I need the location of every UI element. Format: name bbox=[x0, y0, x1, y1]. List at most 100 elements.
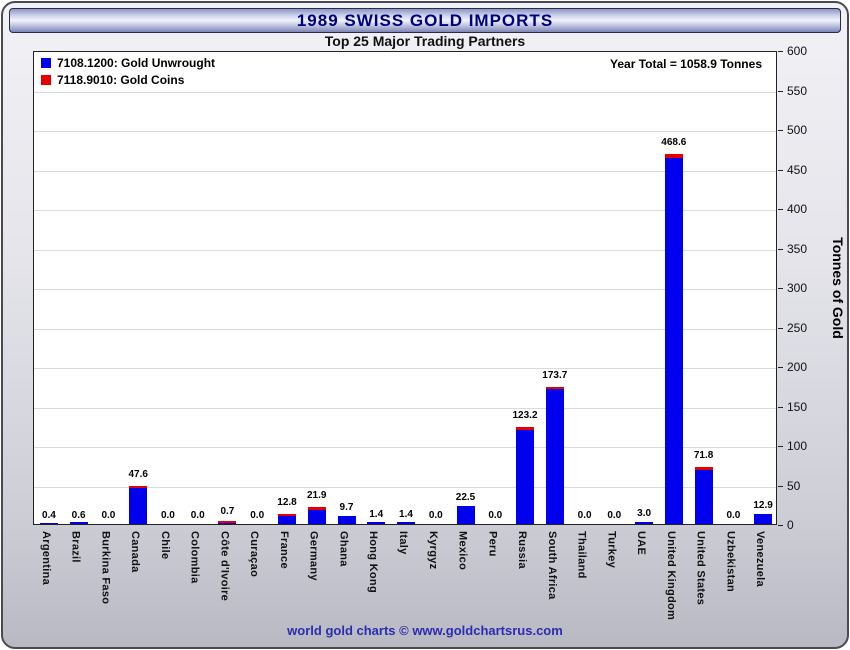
y-tick-mark bbox=[778, 406, 783, 408]
legend: 7108.1200: Gold Unwrought 7118.9010: Gol… bbox=[41, 56, 215, 90]
bar-value-label: 0.0 bbox=[607, 510, 622, 521]
x-axis-label: Burkina Faso bbox=[99, 531, 112, 605]
x-axis-label: Mexico bbox=[456, 531, 469, 571]
legend-label: 7108.1200: Gold Unwrought bbox=[57, 56, 216, 70]
x-axis-label: Turkey bbox=[605, 531, 618, 569]
x-axis-label: Argentina bbox=[39, 531, 52, 586]
bar-unwrought bbox=[337, 516, 356, 524]
bar-coins bbox=[664, 153, 683, 158]
bar-unwrought bbox=[694, 470, 713, 524]
chart-title: 1989 SWISS GOLD IMPORTS bbox=[296, 10, 554, 30]
bar-value-label: 12.9 bbox=[753, 499, 773, 511]
bar-unwrought bbox=[545, 388, 564, 524]
bar-value-label: 0.0 bbox=[101, 510, 116, 521]
y-tick-label: 550 bbox=[787, 83, 808, 98]
y-tick-mark bbox=[778, 367, 783, 368]
gridline bbox=[34, 407, 776, 409]
y-tick-label: 0 bbox=[787, 518, 794, 532]
y-tick-mark bbox=[778, 51, 783, 52]
year-total-annotation: Year Total = 1058.9 Tonnes bbox=[610, 57, 762, 71]
x-axis-label: Chile bbox=[158, 531, 171, 560]
y-tick-mark bbox=[778, 288, 783, 289]
y-tick-label: 50 bbox=[787, 478, 801, 493]
gridline bbox=[34, 328, 776, 330]
bar-value-label: 0.6 bbox=[71, 509, 86, 521]
credit-text: world gold charts © www.goldchartsrus.co… bbox=[287, 623, 563, 638]
bar-unwrought bbox=[516, 429, 534, 524]
gridline bbox=[34, 210, 776, 211]
bar-coins bbox=[516, 426, 534, 430]
x-axis-label: Kyrgyz bbox=[426, 531, 439, 570]
bar-value-label: 9.7 bbox=[339, 502, 354, 514]
y-tick-mark bbox=[778, 248, 783, 250]
x-axis-label: Uzbekistan bbox=[724, 531, 737, 593]
bar-value-label: 71.8 bbox=[693, 450, 714, 462]
gridline bbox=[34, 447, 776, 448]
legend-item-unwrought: 7108.1200: Gold Unwrought bbox=[41, 56, 215, 70]
legend-label: 7118.9010: Gold Coins bbox=[57, 73, 185, 87]
bar-unwrought bbox=[754, 513, 773, 524]
x-axis-label: Brazil bbox=[69, 531, 82, 563]
legend-swatch-red-icon bbox=[41, 75, 51, 85]
bar-value-label: 0.0 bbox=[160, 510, 175, 521]
y-tick-label: 100 bbox=[787, 439, 808, 453]
y-tick-label: 600 bbox=[787, 44, 808, 58]
gridline bbox=[34, 170, 776, 172]
bar-unwrought bbox=[635, 521, 654, 524]
bar-value-label: 0.4 bbox=[41, 509, 56, 521]
bar-unwrought bbox=[397, 522, 415, 524]
x-axis-label: Ghana bbox=[337, 531, 350, 567]
bar-coins bbox=[307, 506, 326, 510]
x-axis-label: France bbox=[278, 531, 290, 569]
bar-unwrought bbox=[39, 523, 58, 524]
x-axis-label: Venezuela bbox=[754, 531, 767, 587]
legend-swatch-blue-icon bbox=[41, 58, 51, 68]
bar-unwrought bbox=[278, 516, 296, 524]
bar-unwrought bbox=[456, 506, 475, 524]
y-tick-label: 250 bbox=[787, 320, 808, 335]
y-tick-label: 400 bbox=[787, 202, 808, 216]
y-tick-label: 300 bbox=[787, 281, 808, 295]
bar-value-label: 21.9 bbox=[306, 489, 327, 501]
bar-value-label: 3.0 bbox=[637, 507, 652, 519]
x-axis-label: Italy bbox=[397, 531, 409, 555]
x-axis-label: United States bbox=[694, 531, 707, 606]
bar-value-label: 0.0 bbox=[250, 510, 265, 521]
x-axis-label: South Africa bbox=[545, 531, 558, 600]
x-axis-label: Peru bbox=[486, 531, 499, 557]
bar-unwrought bbox=[69, 522, 88, 524]
x-axis-label: Russia bbox=[516, 531, 528, 569]
bar-value-label: 1.4 bbox=[369, 508, 384, 520]
y-tick-mark bbox=[778, 90, 783, 92]
bar-unwrought bbox=[218, 523, 237, 524]
bar-unwrought bbox=[367, 522, 386, 524]
bar-unwrought bbox=[129, 487, 148, 524]
bar-value-label: 173.7 bbox=[542, 369, 568, 381]
y-tick-label: 500 bbox=[787, 123, 808, 137]
y-tick-mark bbox=[778, 327, 783, 329]
bar-unwrought bbox=[664, 157, 683, 524]
gridline bbox=[34, 131, 776, 132]
x-axis-label: Germany bbox=[307, 531, 320, 581]
bar-value-label: 0.0 bbox=[428, 510, 443, 521]
x-axis-label: United Kingdom bbox=[664, 531, 677, 621]
bar-value-label: 12.8 bbox=[277, 496, 297, 508]
bar-coins bbox=[694, 467, 713, 470]
x-axis-label: UAE bbox=[635, 531, 648, 556]
gridline bbox=[34, 368, 776, 369]
bar-unwrought bbox=[307, 509, 326, 524]
x-axis-label: Curaçao bbox=[248, 531, 261, 578]
x-axis-label: Côte d'Ivoire bbox=[218, 531, 231, 602]
y-tick-mark bbox=[778, 169, 783, 171]
bar-coins bbox=[545, 386, 564, 389]
bar-value-label: 0.0 bbox=[190, 510, 205, 521]
bar-value-label: 47.6 bbox=[128, 469, 148, 481]
bar-coins bbox=[218, 521, 237, 523]
chart-subtitle: Top 25 Major Trading Partners bbox=[324, 33, 526, 49]
bar-coins bbox=[278, 513, 296, 517]
x-axis-label: Canada bbox=[129, 531, 142, 573]
y-tick-mark bbox=[778, 130, 783, 131]
bar-value-label: 0.0 bbox=[488, 510, 503, 521]
gridline bbox=[34, 249, 776, 251]
